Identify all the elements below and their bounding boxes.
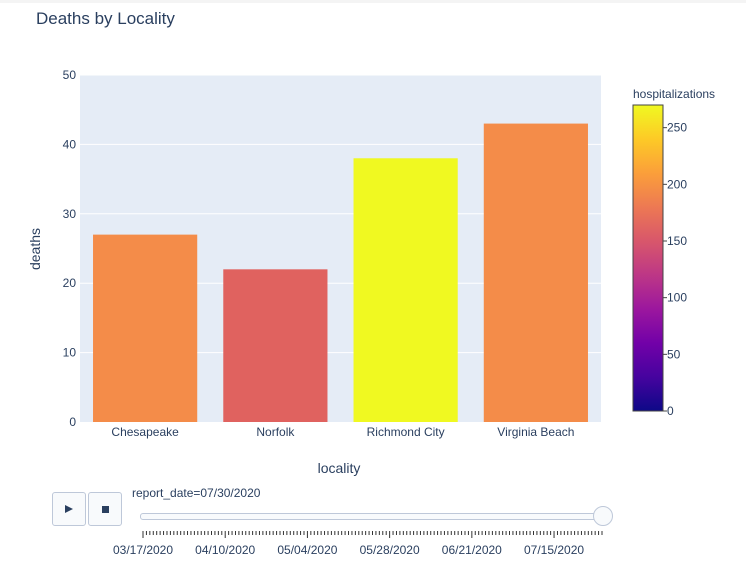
colorbar-tick-label: 50: [667, 347, 681, 361]
play-button[interactable]: [52, 492, 86, 526]
stop-icon: [101, 505, 109, 513]
colorbar: [632, 104, 664, 412]
colorbar-tick-label: 150: [667, 234, 687, 248]
bar: [93, 234, 198, 422]
bar: [223, 269, 328, 422]
slider-date-label: 07/15/2020: [524, 543, 584, 557]
colorbar-tick-label: 200: [667, 177, 687, 191]
chart-title: Deaths by Locality: [36, 9, 175, 28]
y-tick-label: 0: [69, 415, 76, 429]
y-axis-label: deaths: [27, 228, 43, 270]
slider-track[interactable]: [140, 513, 610, 520]
y-tick-label: 30: [63, 207, 77, 221]
x-tick-label: Virginia Beach: [497, 425, 574, 439]
slider-date-label: 05/04/2020: [277, 543, 337, 557]
colorbar-ticks: 0 50 100 150 200 250: [663, 121, 687, 418]
y-tick-label: 20: [63, 276, 77, 290]
slider-date-label: 04/10/2020: [195, 543, 255, 557]
slider-tick-marks: [142, 531, 603, 538]
bar: [353, 158, 458, 422]
x-tick-label: Norfolk: [256, 425, 295, 439]
y-tick-label: 40: [63, 137, 77, 151]
y-tick-label: 10: [63, 346, 77, 360]
x-axis-label: locality: [318, 460, 361, 476]
stop-button[interactable]: [88, 492, 122, 526]
slider-date-label: 03/17/2020: [113, 543, 173, 557]
top-border: [0, 0, 746, 3]
bars-group: [93, 123, 588, 422]
bar: [483, 123, 588, 422]
slider-date-label: 05/28/2020: [360, 543, 420, 557]
y-tick-label: 50: [63, 68, 77, 82]
colorbar-tick-label: 250: [667, 121, 687, 135]
colorbar-tick-label: 100: [667, 291, 687, 305]
slider-current-value: report_date=07/30/2020: [132, 486, 261, 500]
slider-date-label: 06/21/2020: [442, 543, 502, 557]
play-icon: [65, 505, 73, 513]
slider-date-labels: 03/17/2020 04/10/2020 05/04/2020 05/28/2020…: [113, 543, 584, 557]
y-tick-labels: 0 10 20 30 40 50: [63, 68, 77, 429]
x-tick-label: Richmond City: [367, 425, 445, 439]
x-tick-labels: Chesapeake Norfolk Richmond City Virginia B…: [111, 425, 574, 439]
x-tick-label: Chesapeake: [111, 425, 179, 439]
colorbar-tick-label: 0: [667, 404, 674, 418]
slider-handle[interactable]: [593, 506, 613, 526]
colorbar-title: hospitalizations: [633, 87, 715, 101]
